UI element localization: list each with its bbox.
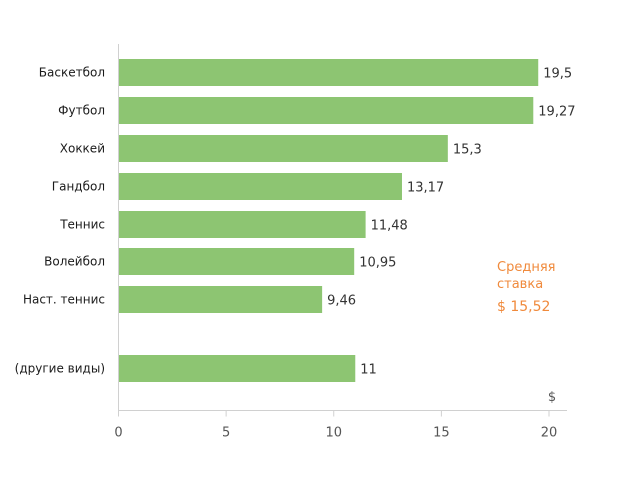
bar-7: [118, 355, 356, 382]
x-axis-unit-label: $: [548, 390, 556, 405]
category-label-2: Хоккей: [60, 142, 105, 156]
bar-5: [118, 248, 355, 275]
annotation-value: $ 15,52: [497, 299, 550, 315]
category-label-3: Гандбол: [52, 180, 105, 194]
x-tick-label-1: 5: [222, 426, 230, 441]
labels-layer: Баскетбол 19,5 Футбол 19,27 Хоккей 15,3 Гандбо…: [15, 66, 576, 378]
bar-6: [118, 286, 323, 313]
bar-3: [118, 173, 402, 200]
average-rate-annotation: Средняя ставка $ 15,52: [497, 260, 555, 315]
x-ticks-layer: 0 5 10 15 20: [114, 410, 558, 441]
value-label-7: 11: [360, 363, 377, 378]
bar-0: [118, 59, 539, 86]
annotation-line2: ставка: [497, 277, 543, 292]
value-label-6: 9,46: [327, 294, 356, 309]
value-label-1: 19,27: [538, 105, 575, 120]
category-label-1: Футбол: [58, 104, 105, 118]
bar-1: [118, 97, 534, 124]
value-label-2: 15,3: [453, 143, 482, 158]
category-label-7: (другие виды): [15, 362, 105, 376]
category-label-0: Баскетбол: [39, 66, 105, 80]
x-tick-label-4: 20: [541, 426, 558, 441]
x-tick-label-2: 10: [325, 426, 342, 441]
category-label-6: Наст. теннис: [23, 293, 105, 307]
x-tick-label-0: 0: [114, 426, 122, 441]
value-label-5: 10,95: [359, 256, 396, 271]
x-tick-label-3: 15: [433, 426, 450, 441]
bars-layer: [118, 59, 539, 382]
value-label-0: 19,5: [543, 67, 572, 82]
bar-4: [118, 211, 366, 238]
value-label-4: 11,48: [371, 219, 408, 234]
bar-2: [118, 135, 448, 162]
value-label-3: 13,17: [407, 181, 444, 196]
category-label-4: Теннис: [59, 218, 105, 232]
category-label-5: Волейбол: [44, 255, 105, 269]
annotation-line1: Средняя: [497, 260, 555, 275]
